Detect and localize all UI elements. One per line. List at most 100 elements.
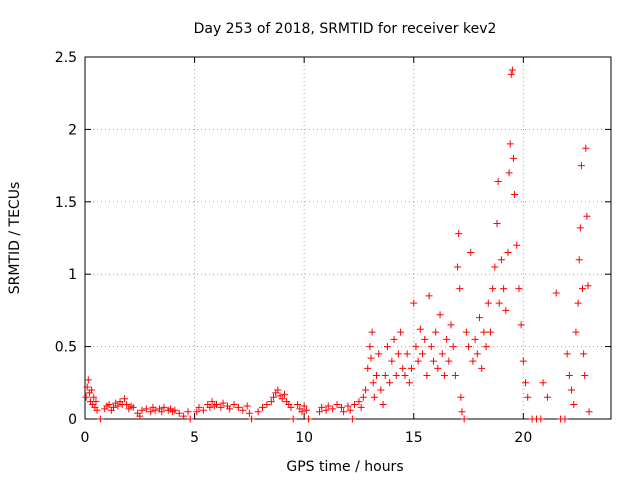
axis-ticks — [84, 56, 611, 420]
data-point — [96, 415, 104, 423]
data-point — [248, 415, 256, 423]
data-point — [482, 343, 490, 351]
data-point — [193, 408, 201, 416]
data-point — [259, 403, 267, 411]
data-point — [451, 372, 459, 380]
data-point — [517, 321, 525, 329]
data-point — [416, 325, 424, 333]
data-point — [440, 372, 448, 380]
data-point — [333, 401, 341, 409]
data-point — [421, 335, 429, 343]
x-axis-label: GPS time / hours — [286, 459, 403, 475]
data-point — [434, 364, 442, 372]
data-point — [318, 403, 326, 411]
data-point — [109, 403, 117, 411]
data-point — [563, 350, 571, 358]
data-point — [537, 415, 545, 423]
data-point — [289, 415, 297, 423]
data-point — [138, 406, 146, 414]
data-point — [576, 224, 584, 232]
data-point — [230, 401, 238, 409]
data-point — [405, 379, 413, 387]
data-point — [245, 409, 253, 417]
data-point — [568, 386, 576, 394]
data-point — [217, 403, 225, 411]
data-point — [368, 328, 376, 336]
data-point — [369, 379, 377, 387]
data-point — [340, 408, 348, 416]
data-point — [351, 401, 359, 409]
data-point — [370, 393, 378, 401]
x-tick-label: 10 — [295, 430, 313, 446]
data-point — [565, 372, 573, 380]
data-point — [158, 408, 166, 416]
data-point — [438, 350, 446, 358]
data-point — [234, 403, 242, 411]
data-point — [186, 415, 194, 423]
data-point — [381, 372, 389, 380]
data-point — [344, 402, 352, 410]
data-point — [399, 364, 407, 372]
data-point — [239, 406, 247, 414]
data-point — [184, 408, 192, 416]
data-point — [574, 299, 582, 307]
data-point — [473, 350, 481, 358]
data-point — [489, 285, 497, 293]
data-point — [513, 241, 521, 249]
data-point — [294, 401, 302, 409]
data-point — [372, 372, 380, 380]
data-point — [495, 299, 503, 307]
data-point — [480, 328, 488, 336]
data-point — [362, 386, 370, 394]
data-point — [429, 357, 437, 365]
data-point — [366, 343, 374, 351]
data-point — [519, 357, 527, 365]
data-point — [375, 350, 383, 358]
data-point — [476, 314, 483, 322]
data-point — [357, 403, 365, 411]
data-point — [583, 212, 591, 220]
data-point — [419, 350, 427, 358]
data-point — [390, 335, 398, 343]
data-point — [348, 415, 356, 423]
data-point — [462, 328, 470, 336]
data-point — [175, 409, 183, 417]
data-point — [515, 285, 523, 293]
data-point — [88, 386, 96, 394]
data-point — [522, 379, 530, 387]
data-point — [305, 415, 313, 423]
data-point — [458, 408, 466, 416]
data-point — [465, 343, 473, 351]
data-point — [572, 328, 580, 336]
data-point — [401, 372, 409, 380]
data-point — [436, 311, 444, 319]
data-point — [467, 248, 475, 256]
data-point — [403, 350, 411, 358]
data-point — [82, 393, 90, 401]
data-point — [414, 357, 422, 365]
data-point — [397, 328, 405, 336]
data-point — [524, 393, 532, 401]
data-point — [392, 372, 400, 380]
data-point — [388, 357, 396, 365]
data-point — [171, 406, 179, 414]
data-point — [151, 406, 159, 414]
data-point — [322, 406, 330, 414]
axis-tick-labels: 0 5 10 15 20 0 0.5 1 1.5 2 2.5 — [55, 50, 533, 446]
data-point — [105, 401, 113, 409]
y-axis-label: SRMTID / TECUs — [7, 182, 23, 295]
data-point — [432, 328, 440, 336]
data-point — [180, 412, 188, 420]
data-point — [456, 285, 464, 293]
data-point — [449, 343, 457, 351]
data-point — [367, 354, 375, 362]
data-point — [379, 401, 387, 409]
data-point — [504, 248, 512, 256]
data-point — [213, 401, 220, 409]
data-point — [408, 364, 416, 372]
data-point — [561, 415, 569, 423]
data-point — [507, 70, 515, 78]
data-point — [471, 335, 479, 343]
data-point — [92, 398, 100, 406]
